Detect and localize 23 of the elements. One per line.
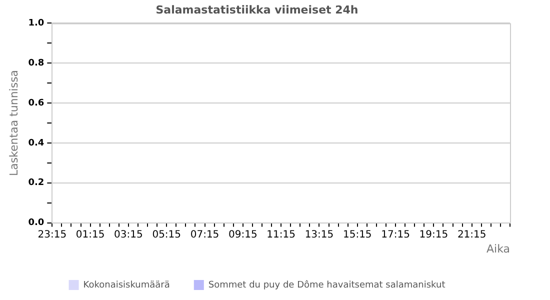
x-tick-label: 07:15 — [190, 229, 220, 240]
x-tick-label: 05:15 — [152, 229, 182, 240]
chart-title: Salamastatistiikka viimeiset 24h — [156, 3, 358, 16]
y-tick-label: 0.8 — [28, 58, 44, 68]
x-axis-title: Aika — [486, 242, 510, 256]
x-tick-label: 13:15 — [304, 229, 334, 240]
x-tick-label: 11:15 — [266, 229, 296, 240]
x-tick-label: 15:15 — [342, 229, 372, 240]
legend-label: Kokonaisiskumäärä — [83, 280, 170, 290]
x-tick-label: 01:15 — [76, 229, 105, 240]
x-tick-label: 19:15 — [419, 229, 448, 240]
x-tick-label: 23:15 — [38, 229, 67, 240]
x-tick-label: 21:15 — [457, 229, 486, 240]
y-tick-label: 1.0 — [28, 18, 44, 29]
y-axis-title: Laskentaa tunnissa — [7, 70, 20, 176]
y-tick-label: 0.4 — [28, 138, 44, 148]
y-tick-label: 0.2 — [28, 178, 44, 188]
legend-label: Sommet du puy de Dôme havaitsemat salamaniskut — [208, 279, 446, 290]
x-tick-label: 17:15 — [381, 229, 410, 240]
x-tick-label: 09:15 — [228, 229, 258, 240]
x-tick-label: 03:15 — [114, 229, 143, 240]
y-tick-label: 0.6 — [28, 98, 44, 108]
y-tick-label: 0.0 — [28, 218, 44, 228]
